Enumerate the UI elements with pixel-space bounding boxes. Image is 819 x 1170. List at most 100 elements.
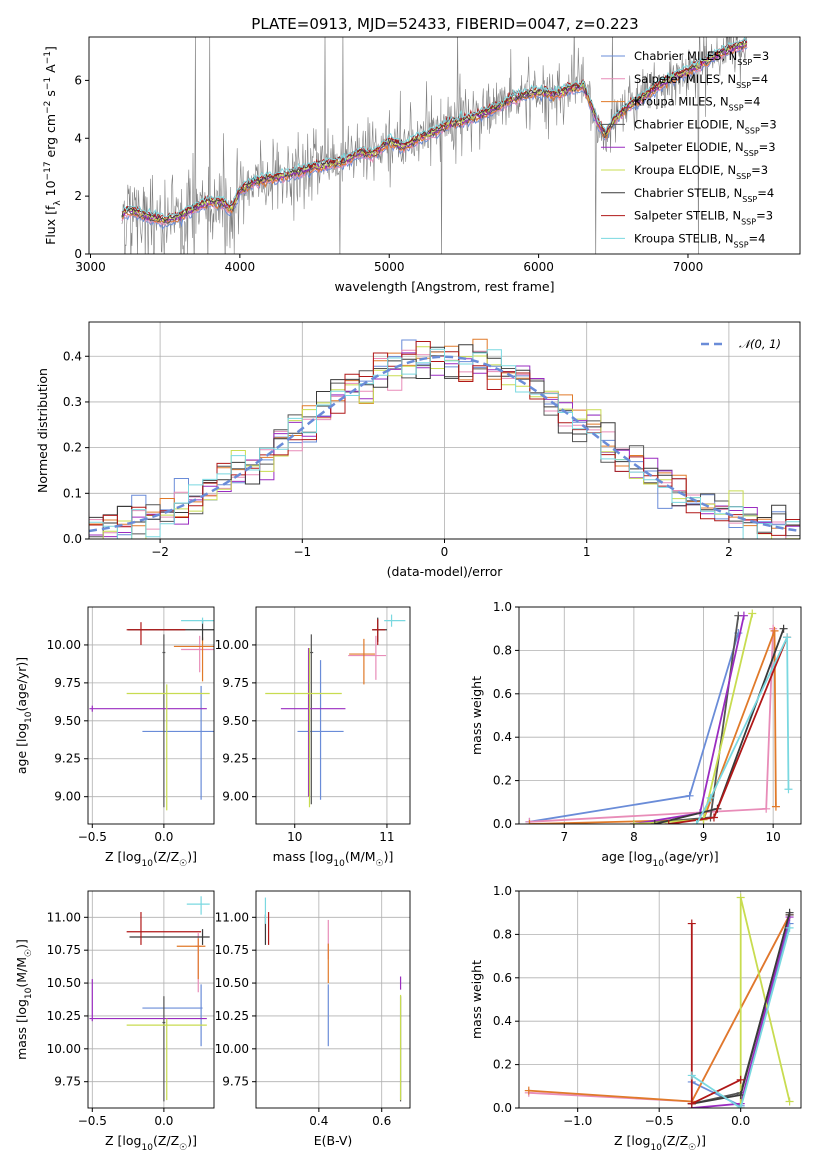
- axes-frame: [518, 606, 802, 825]
- series-marker: [736, 1104, 745, 1108]
- series-marker: [783, 633, 792, 642]
- histogram-kstelib: [89, 348, 800, 539]
- y-tick-label: 1.0: [493, 600, 512, 614]
- series-marker: [771, 802, 780, 811]
- x-tick-label: 10: [287, 830, 302, 844]
- y-tick-label: 0.2: [493, 1058, 512, 1072]
- x-axis-label: Z [log10(Z/Z☉)]: [614, 1133, 706, 1153]
- series-marker: [739, 611, 748, 620]
- x-tick-label: 0.4: [309, 1114, 328, 1128]
- y-tick-label: 10.50: [47, 976, 81, 990]
- y-tick-label: 10.50: [215, 976, 249, 990]
- series-marker: [687, 919, 696, 928]
- plot-area: [264, 897, 402, 1102]
- x-tick-label: 6000: [523, 260, 554, 274]
- y-tick-label: 0: [74, 247, 82, 261]
- errorbar-cmiles: [142, 685, 214, 800]
- mass-weight-series-kstelib: [687, 923, 794, 1108]
- series-marker: [629, 820, 638, 824]
- y-tick-label: 0.6: [493, 971, 512, 985]
- x-tick-label: −0.5: [645, 1114, 674, 1128]
- y-tick-label: 9.75: [222, 676, 249, 690]
- y-tick-label: 9.25: [54, 752, 81, 766]
- figure-title: PLATE=0913, MJD=52433, FIBERID=0047, z=0…: [251, 15, 638, 33]
- x-tick-label: 4000: [225, 260, 256, 274]
- x-tick-label: 7000: [673, 260, 704, 274]
- mass-weight-vs-age-panel: 7 8 9 10 0.0 0.2 0.4 0.6 0.8 1.0 age [log10(age/yr…: [469, 600, 802, 869]
- x-tick-label: 0.0: [731, 1114, 750, 1128]
- x-tick-label: 0.0: [154, 830, 173, 844]
- axes-frame: [518, 890, 802, 1109]
- y-tick-label: 0.3: [63, 395, 82, 409]
- model-line-celodie: [121, 40, 748, 224]
- legend-entry: Kroupa ELODIE, NSSP=3: [634, 163, 768, 181]
- x-tick-label: 2: [725, 545, 733, 559]
- errorbar-celodie: [162, 996, 166, 1102]
- y-axis-label: mass weight: [469, 676, 484, 755]
- residuals-panel: −2 −1 0 1 2 0.0 0.1 0.2 0.3 0.4 (data-model)/error…: [35, 321, 801, 579]
- errorbar-kstelib: [384, 614, 406, 627]
- axes-overlay: 3000 4000 5000 6000 7000 0 2 4 6 wavelength [Angs…: [43, 36, 801, 294]
- legend-entry: Salpeter STELIB, NSSP=3: [634, 209, 773, 227]
- axes-overlay: −1.0 −0.5 0.0 0.0 0.2 0.4 0.6 0.8 1.0 Z [log10(Z/…: [469, 884, 802, 1153]
- x-tick-label: 11: [379, 830, 394, 844]
- errorbar-selodie: [89, 979, 207, 1022]
- series-marker: [784, 785, 793, 794]
- x-tick-label: 0.0: [154, 1114, 173, 1128]
- series-marker: [770, 626, 779, 635]
- errorbar-kmiles: [173, 637, 214, 682]
- legend-entry: Salpeter MILES, NSSP=4: [634, 72, 768, 90]
- x-tick-label: 5000: [374, 260, 405, 274]
- series-marker: [687, 1099, 696, 1108]
- axes-frame: [255, 890, 411, 1109]
- x-tick-label: 1: [583, 545, 591, 559]
- legend-entry: Chabrier ELODIE, NSSP=3: [634, 117, 777, 135]
- y-tick-label: 0.8: [493, 927, 512, 941]
- errorbar-cmiles: [297, 660, 344, 800]
- series-marker: [785, 908, 794, 917]
- age-vs-mass-panel: 10 11 9.00 9.25 9.50 9.75 10.00 mass [log10(M/M…: [215, 606, 411, 869]
- axes-frame: [255, 606, 411, 825]
- errorbar-smiles: [181, 635, 214, 673]
- y-tick-label: 9.00: [222, 790, 249, 804]
- errorbar-kmiles: [349, 638, 375, 685]
- plot-area: [89, 617, 214, 811]
- y-tick-label: 4: [74, 131, 82, 145]
- errorbar-kstelib: [186, 896, 210, 915]
- series-marker: [525, 820, 534, 824]
- x-tick-label: 3000: [75, 260, 106, 274]
- model-line-kstelib: [121, 37, 748, 218]
- age-vs-metallicity-panel: −0.5 0.0 9.00 9.25 9.50 9.75 10.00 Z [log10(Z/Z…: [14, 606, 215, 869]
- errorbar-kmiles: [176, 938, 206, 980]
- y-tick-label: 2: [74, 189, 82, 203]
- legend-entry: Chabrier MILES, NSSP=3: [634, 49, 769, 67]
- errorbar-celodie: [309, 634, 314, 805]
- y-tick-label: 9.75: [54, 676, 81, 690]
- plot-area: [524, 893, 794, 1108]
- errorbar-kstelib: [181, 617, 214, 624]
- x-tick-label: 7: [560, 830, 568, 844]
- y-tick-label: 9.75: [222, 1075, 249, 1089]
- y-tick-label: 9.50: [54, 714, 81, 728]
- x-tick-label: 0.6: [372, 1114, 391, 1128]
- x-tick-label: 8: [630, 830, 638, 844]
- series-marker: [650, 820, 659, 824]
- series-line: [690, 923, 742, 1106]
- y-tick-label: 9.50: [222, 714, 249, 728]
- series-marker: [748, 609, 757, 618]
- axes-overlay: −2 −1 0 1 2 0.0 0.1 0.2 0.3 0.4 (data-model)/error…: [35, 321, 801, 579]
- series-marker: [785, 923, 794, 932]
- series-marker: [736, 1075, 745, 1084]
- series-marker: [779, 624, 788, 633]
- legend-entry: Kroupa STELIB, NSSP=4: [634, 231, 765, 249]
- normal-reference-curve: [89, 355, 800, 533]
- y-tick-label: 0.8: [493, 643, 512, 657]
- mass-weight-vs-metallicity-panel: −1.0 −0.5 0.0 0.0 0.2 0.4 0.6 0.8 1.0 Z [log10(Z/…: [469, 884, 802, 1153]
- errorbar-cmiles: [142, 984, 203, 1047]
- axes-frame: [88, 36, 801, 255]
- errorbar-sstelib: [126, 912, 202, 945]
- x-tick-label: 0: [441, 545, 449, 559]
- x-axis-label: (data-model)/error: [387, 564, 504, 579]
- legend-entry: 𝒩(0, 1): [739, 337, 781, 351]
- series-marker: [736, 893, 745, 902]
